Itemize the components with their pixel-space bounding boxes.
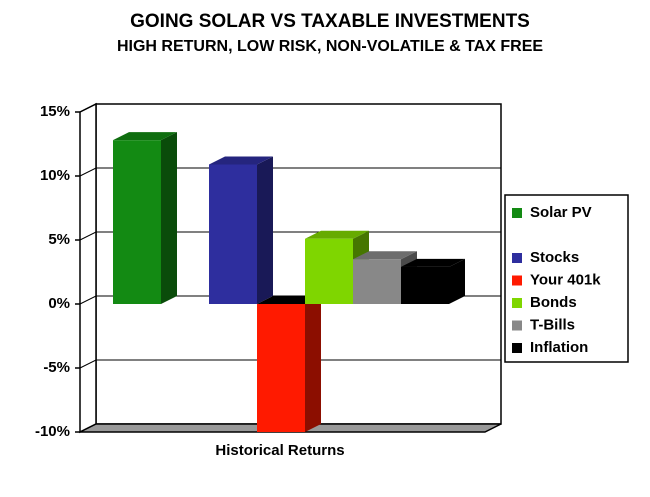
grid-line <box>79 423 501 433</box>
legend-swatch <box>512 298 522 308</box>
bar-side <box>257 156 273 304</box>
legend-swatch <box>512 343 522 353</box>
chart-title: GOING SOLAR VS TAXABLE INVESTMENTS <box>130 11 530 32</box>
y-tick-label: 5% <box>48 231 70 248</box>
y-tick-label: 0% <box>48 295 70 312</box>
legend-label: Your 401k <box>530 271 601 288</box>
legend-swatch <box>512 253 522 263</box>
bar <box>353 259 401 304</box>
bar-top <box>401 258 465 267</box>
y-tick-label: -10% <box>35 423 70 440</box>
bar-side <box>161 132 177 304</box>
bar-top <box>353 251 417 260</box>
bar <box>305 238 353 304</box>
legend-label: Solar PV <box>530 204 592 221</box>
y-tick-label: 15% <box>40 103 70 120</box>
legend-box <box>504 194 629 363</box>
bar <box>209 164 257 304</box>
legend-label: Bonds <box>530 294 577 311</box>
x-axis-label: Historical Returns <box>215 442 344 459</box>
legend-label: Stocks <box>530 249 579 266</box>
legend-label: Inflation <box>530 339 588 356</box>
bar-top <box>305 230 369 239</box>
chart-subtitle: HIGH RETURN, LOW RISK, NON-VOLATILE & TA… <box>117 38 543 55</box>
y-tick-label: 10% <box>40 167 70 184</box>
grid-line <box>79 167 501 177</box>
legend-swatch <box>512 208 522 218</box>
bar-side <box>305 296 321 432</box>
grid-line <box>79 103 501 113</box>
bar-side <box>449 258 465 304</box>
bar-top <box>113 132 177 141</box>
side-wall <box>79 102 97 434</box>
y-tick-label: -5% <box>43 359 70 376</box>
legend-label: T-Bills <box>530 316 575 333</box>
bar <box>257 304 305 432</box>
bar <box>401 266 449 304</box>
legend-swatch <box>512 320 522 331</box>
bar <box>113 140 161 304</box>
bar-top <box>209 156 273 165</box>
legend-swatch <box>512 275 522 286</box>
grid-line <box>79 359 501 369</box>
